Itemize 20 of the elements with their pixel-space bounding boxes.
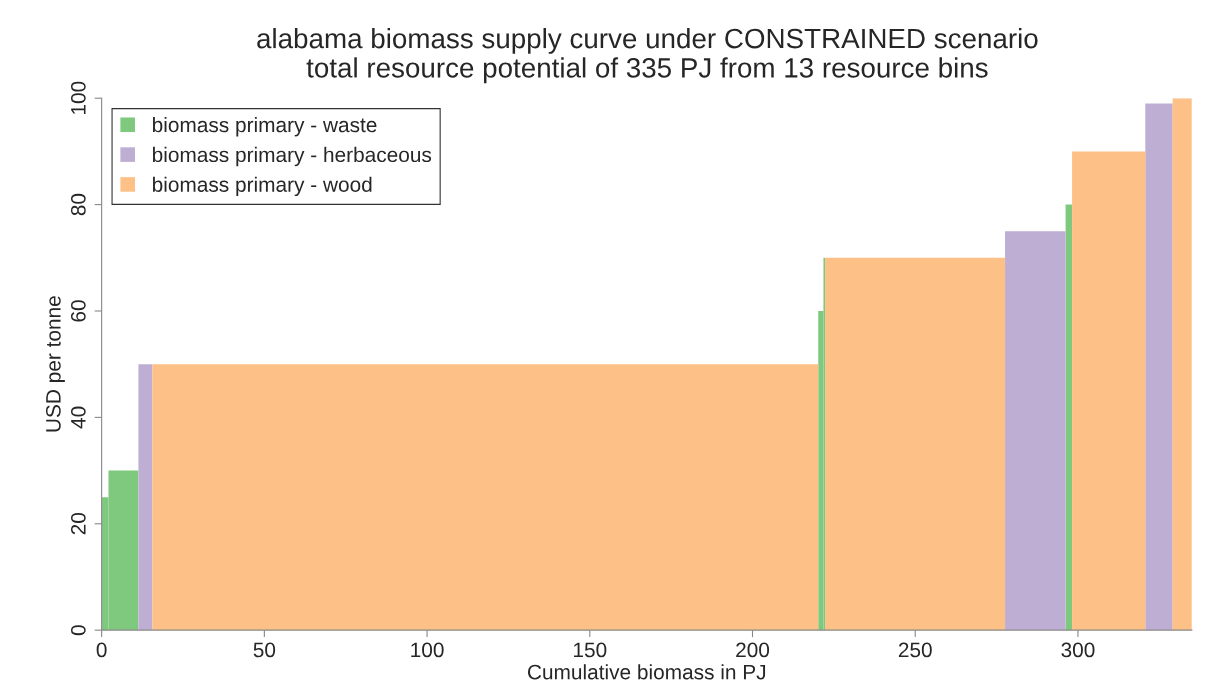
y-axis-title: USD per tonne: [45, 296, 65, 432]
x-tick-label: 100: [411, 642, 444, 658]
legend-label: biomass primary - wood: [152, 176, 372, 197]
x-tick-label: 50: [253, 642, 276, 658]
y-tick-label: 60: [70, 300, 86, 322]
chart-subtitle: total resource potential of 335 PJ from 13 resource bins: [306, 57, 988, 84]
x-axis-title: Cumulative biomass in PJ: [527, 664, 766, 680]
y-tick-label: 80: [70, 193, 86, 216]
x-tick-label: 300: [1061, 642, 1095, 658]
y-tick-label: 100: [70, 81, 86, 114]
x-tick-label: 150: [574, 642, 607, 658]
y-tick-label: 20: [70, 513, 86, 535]
legend-label: biomass primary - waste: [152, 116, 377, 137]
y-tick-label: 0: [70, 625, 86, 636]
x-tick-label: 250: [898, 642, 932, 658]
x-tick-label: 0: [96, 642, 107, 658]
chart-title: alabama biomass supply curve under CONSTRAINED scenario: [257, 27, 1038, 54]
y-tick-label: 40: [70, 406, 86, 429]
x-tick-label: 200: [736, 642, 770, 658]
legend-label: biomass primary - herbaceous: [152, 146, 432, 167]
